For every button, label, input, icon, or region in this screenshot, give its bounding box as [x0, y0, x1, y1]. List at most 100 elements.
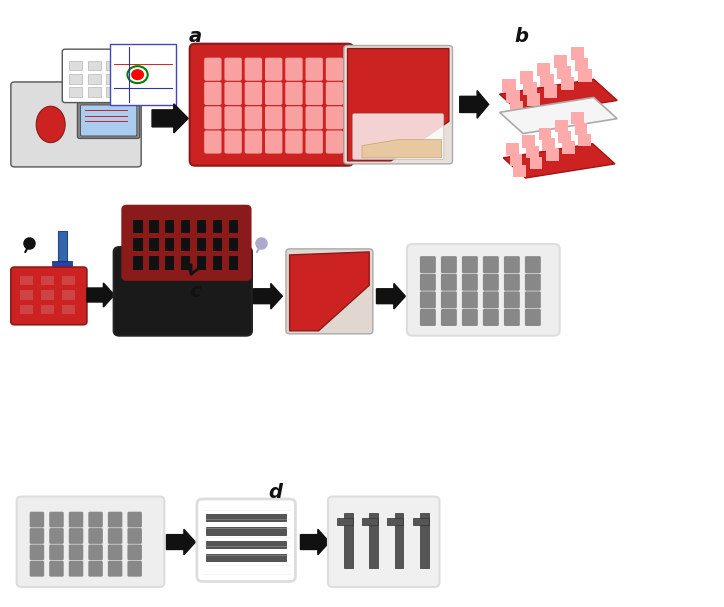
Bar [41, 290, 54, 300]
FancyBboxPatch shape [122, 206, 251, 280]
FancyBboxPatch shape [77, 101, 140, 138]
Bar [88, 74, 101, 84]
Bar [69, 74, 82, 84]
FancyBboxPatch shape [30, 528, 44, 544]
FancyBboxPatch shape [108, 561, 122, 577]
Bar [206, 514, 286, 521]
FancyBboxPatch shape [483, 256, 499, 273]
FancyBboxPatch shape [88, 561, 103, 577]
FancyBboxPatch shape [265, 106, 282, 129]
Bar [229, 238, 238, 251]
FancyBboxPatch shape [483, 309, 499, 326]
FancyBboxPatch shape [49, 512, 64, 527]
FancyBboxPatch shape [69, 512, 83, 527]
FancyBboxPatch shape [245, 82, 262, 105]
Bar [106, 74, 119, 84]
Polygon shape [253, 283, 282, 309]
FancyBboxPatch shape [30, 561, 44, 577]
Polygon shape [503, 144, 615, 178]
Bar [502, 79, 516, 92]
FancyBboxPatch shape [525, 309, 541, 326]
FancyBboxPatch shape [190, 44, 353, 166]
Bar [62, 276, 75, 285]
Bar [206, 527, 286, 535]
FancyBboxPatch shape [420, 291, 436, 308]
Bar [52, 261, 72, 267]
Bar [88, 61, 101, 70]
Bar [197, 238, 206, 251]
Bar [20, 290, 33, 300]
Bar [213, 238, 222, 251]
FancyBboxPatch shape [127, 512, 142, 527]
FancyBboxPatch shape [504, 274, 520, 291]
FancyBboxPatch shape [326, 106, 343, 129]
Bar [133, 238, 143, 251]
FancyBboxPatch shape [204, 58, 222, 81]
Bar [522, 135, 535, 148]
FancyBboxPatch shape [344, 46, 452, 164]
Bar [213, 220, 222, 233]
Bar [133, 256, 143, 270]
FancyBboxPatch shape [441, 309, 457, 326]
FancyBboxPatch shape [420, 256, 436, 273]
FancyBboxPatch shape [420, 274, 436, 291]
Bar [206, 541, 286, 548]
Text: b: b [514, 27, 529, 46]
Bar [527, 93, 540, 106]
FancyBboxPatch shape [407, 244, 560, 336]
Bar [337, 518, 353, 525]
Bar [520, 71, 533, 84]
Polygon shape [376, 283, 405, 309]
FancyBboxPatch shape [306, 106, 323, 129]
Ellipse shape [36, 106, 65, 143]
FancyBboxPatch shape [114, 247, 252, 336]
FancyBboxPatch shape [11, 82, 141, 167]
Bar [62, 305, 75, 314]
Text: a: a [189, 27, 202, 46]
Bar [106, 87, 119, 97]
FancyBboxPatch shape [127, 561, 142, 577]
Bar [561, 77, 574, 90]
Polygon shape [500, 80, 617, 115]
Bar [540, 74, 554, 87]
FancyBboxPatch shape [49, 561, 64, 577]
FancyBboxPatch shape [49, 528, 64, 544]
Text: d: d [268, 483, 282, 501]
FancyBboxPatch shape [525, 274, 541, 291]
Bar [206, 554, 286, 561]
Bar [542, 138, 555, 151]
Bar [229, 220, 238, 233]
Bar [575, 123, 587, 135]
Polygon shape [348, 49, 449, 161]
Bar [558, 131, 571, 143]
Bar [571, 47, 584, 60]
Bar [165, 256, 174, 270]
Bar [229, 256, 238, 270]
FancyBboxPatch shape [441, 256, 457, 273]
Bar [165, 220, 174, 233]
FancyBboxPatch shape [69, 561, 83, 577]
FancyBboxPatch shape [17, 497, 164, 587]
Bar [578, 134, 591, 146]
Bar [149, 220, 159, 233]
Bar [506, 90, 520, 103]
Bar [510, 101, 523, 114]
Polygon shape [460, 90, 489, 118]
FancyBboxPatch shape [441, 291, 457, 308]
FancyBboxPatch shape [265, 58, 282, 81]
Bar [197, 220, 206, 233]
Bar [395, 513, 403, 568]
Bar [539, 127, 552, 140]
FancyBboxPatch shape [285, 82, 303, 105]
Bar [571, 112, 584, 124]
Bar [510, 154, 523, 166]
Polygon shape [362, 140, 442, 158]
Bar [369, 513, 378, 568]
FancyBboxPatch shape [204, 106, 222, 129]
FancyBboxPatch shape [462, 291, 478, 308]
FancyBboxPatch shape [420, 309, 436, 326]
FancyBboxPatch shape [224, 58, 242, 81]
FancyBboxPatch shape [108, 544, 122, 560]
Bar [62, 290, 75, 300]
FancyBboxPatch shape [49, 544, 64, 560]
